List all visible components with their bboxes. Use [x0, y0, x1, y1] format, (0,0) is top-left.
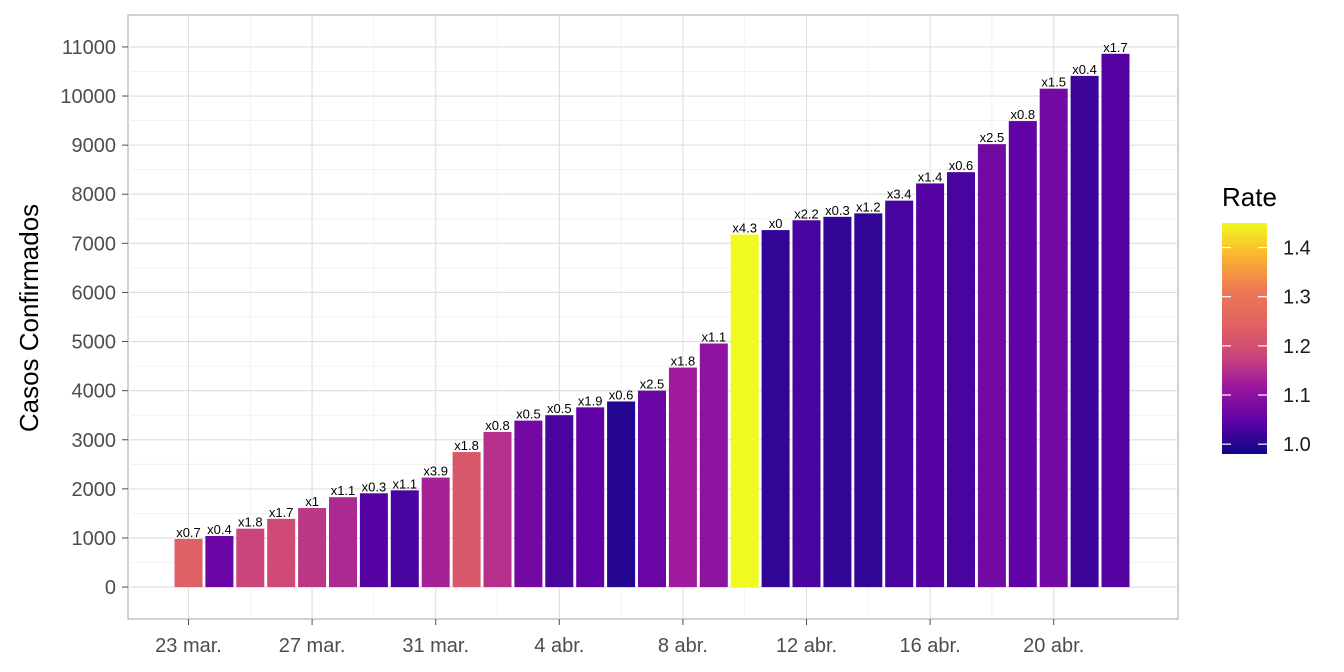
bar — [730, 234, 759, 588]
bar — [205, 536, 234, 588]
legend-ticks: 1.0 1.1 1.2 1.3 1.4 — [1222, 238, 1311, 456]
bar — [329, 497, 357, 588]
bar — [823, 216, 852, 588]
bar — [452, 452, 481, 588]
bar-label: x2.2 — [794, 206, 819, 221]
bar — [421, 477, 450, 588]
y-tick-label: 8000 — [72, 184, 117, 206]
x-tick-label: 4 abr. — [534, 635, 584, 657]
legend-title: Rate — [1222, 182, 1277, 212]
bar — [267, 518, 296, 588]
bar — [545, 415, 574, 588]
y-tick-label: 4000 — [72, 381, 117, 403]
legend: Rate 1.0 1.1 1.2 1.3 1.4 — [1222, 182, 1311, 456]
y-tick-label: 6000 — [72, 282, 117, 304]
bar — [1008, 121, 1037, 588]
bar-label: x1.8 — [238, 515, 263, 530]
bar-label: x1.8 — [671, 354, 696, 369]
bar-label: x2.5 — [980, 130, 1005, 145]
x-tick-label: 27 mar. — [279, 635, 346, 657]
y-tick-label: 7000 — [72, 233, 117, 255]
y-axis-title: Casos Confirmados — [14, 204, 44, 432]
bar-label: x1.5 — [1041, 75, 1066, 90]
bar — [761, 230, 790, 588]
bar-label: x1.1 — [702, 330, 727, 345]
bar — [792, 220, 821, 588]
bar-label: x1.8 — [454, 438, 479, 453]
bar — [947, 172, 975, 588]
bar-label: x3.4 — [887, 187, 912, 202]
bar-label: x1.7 — [1103, 40, 1128, 55]
bar-label: x0.8 — [1011, 107, 1036, 122]
bar — [1039, 88, 1068, 588]
bar-label: x1 — [305, 494, 319, 509]
legend-tick-label: 1.2 — [1283, 336, 1311, 358]
bar — [483, 431, 512, 588]
bar-label: x0.3 — [362, 479, 387, 494]
bar — [359, 493, 388, 588]
bar-label: x3.9 — [423, 464, 448, 479]
x-tick-label: 20 abr. — [1023, 635, 1084, 657]
y-tick-label: 2000 — [72, 479, 117, 501]
bar — [607, 401, 636, 588]
bar-label: x1.9 — [578, 393, 603, 408]
y-tick-label: 10000 — [60, 86, 116, 108]
bar-label: x1.1 — [331, 483, 356, 498]
bar-label: x0 — [769, 216, 783, 231]
y-tick-label: 0 — [105, 577, 116, 599]
bar-label: x0.5 — [547, 401, 572, 416]
bar-label: x0.6 — [609, 387, 634, 402]
bar-label: x1.7 — [269, 505, 294, 520]
legend-tick-label: 1.1 — [1283, 385, 1311, 407]
bar — [390, 490, 419, 588]
bar — [977, 144, 1006, 588]
bar — [885, 200, 914, 588]
bar — [699, 343, 728, 588]
bar-label: x1.4 — [918, 169, 943, 184]
x-tick-label: 16 abr. — [900, 635, 961, 657]
bar-label: x0.4 — [1072, 62, 1097, 77]
bars — [174, 53, 1130, 588]
bar — [638, 390, 666, 588]
bar — [1101, 53, 1130, 588]
bar-label: x0.3 — [825, 203, 850, 218]
y-axis-ticks: 0 1000 2000 3000 4000 5000 6000 7000 8000 9000 100… — [60, 37, 128, 599]
x-tick-label: 8 abr. — [658, 635, 708, 657]
bar — [298, 508, 327, 588]
y-tick-label: 9000 — [72, 135, 117, 157]
x-axis-ticks: 23 mar. 27 mar. 31 mar. 4 abr. 8 abr. 12 abr.… — [155, 619, 1084, 657]
legend-tick-label: 1.3 — [1283, 287, 1311, 309]
bar-label: x0.8 — [485, 418, 510, 433]
bar — [668, 367, 697, 588]
bar — [576, 407, 605, 588]
bar-label: x0.4 — [207, 522, 232, 537]
x-tick-label: 31 mar. — [402, 635, 469, 657]
y-tick-label: 11000 — [62, 37, 116, 59]
y-tick-label: 5000 — [72, 332, 117, 354]
bar — [236, 528, 265, 588]
x-tick-label: 12 abr. — [776, 635, 837, 657]
bar-label: x4.3 — [732, 221, 757, 236]
legend-colorbar — [1222, 223, 1267, 454]
bar — [854, 213, 883, 588]
y-tick-label: 3000 — [72, 430, 117, 452]
bar — [514, 420, 543, 588]
bar — [174, 538, 203, 588]
y-tick-label: 1000 — [72, 528, 117, 550]
bar — [1070, 75, 1099, 588]
bar — [916, 183, 945, 588]
bar-label: x2.5 — [640, 377, 665, 392]
bar-label: x1.1 — [393, 476, 418, 491]
legend-tick-label: 1.0 — [1283, 434, 1311, 456]
bar-label: x0.5 — [516, 407, 541, 422]
bar-label: x1.2 — [856, 199, 881, 214]
bar-labels: x0.7 x0.4 x1.8 x1.7 x1 x1.1 x0.3 x1.1 x3.9 x1.8 x0… — [176, 40, 1128, 540]
legend-tick-label: 1.4 — [1283, 238, 1311, 260]
bar-label: x0.7 — [176, 525, 201, 540]
bar-label: x0.6 — [949, 158, 974, 173]
x-tick-label: 23 mar. — [155, 635, 222, 657]
